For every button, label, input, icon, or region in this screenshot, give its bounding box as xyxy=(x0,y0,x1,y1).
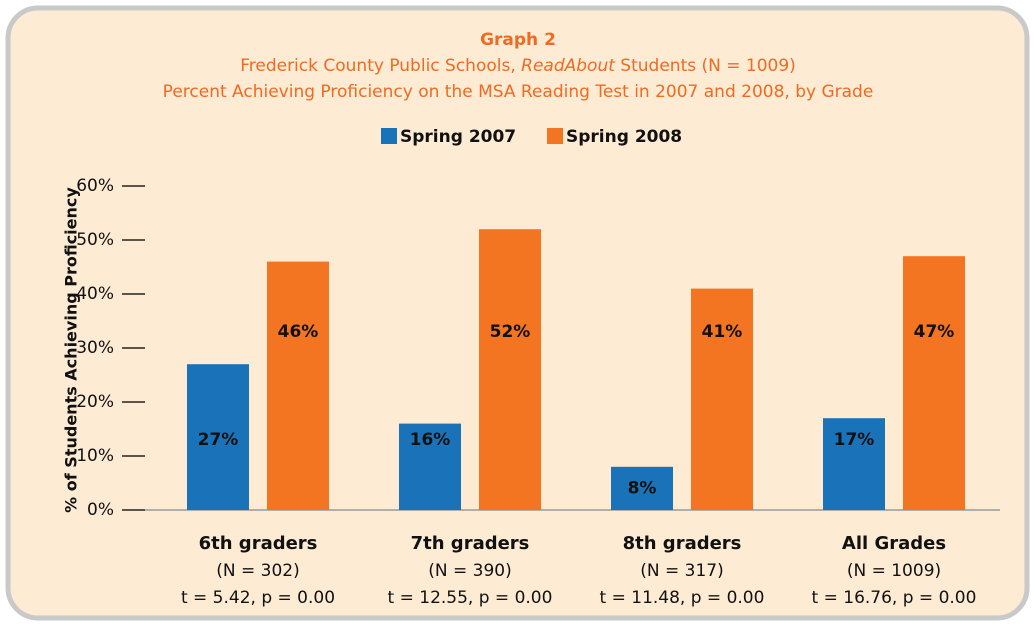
x-tick-note: (N = 302) xyxy=(216,561,299,581)
y-tick-label: 60% xyxy=(76,176,114,196)
chart-title: Graph 2 xyxy=(480,30,556,50)
bar xyxy=(399,423,461,510)
legend-label: Spring 2008 xyxy=(566,127,682,147)
chart-subtitle: Percent Achieving Proficiency on the MSA… xyxy=(163,82,874,102)
subtitle-part: ReadAbout xyxy=(521,56,616,76)
bar xyxy=(187,364,249,510)
x-tick-note: (N = 390) xyxy=(428,561,511,581)
legend-swatch xyxy=(547,128,563,144)
x-tick-note: t = 12.55, p = 0.00 xyxy=(388,588,553,608)
chart-subtitle: Frederick County Public Schools, ReadAbo… xyxy=(240,56,796,76)
data-label: 27% xyxy=(198,430,239,450)
bar xyxy=(691,288,753,510)
data-label: 17% xyxy=(834,430,875,450)
y-axis-title: % of Students Achieving Proficiency xyxy=(62,187,81,513)
y-tick-label: 30% xyxy=(76,338,114,358)
bar xyxy=(823,418,885,510)
data-label: 8% xyxy=(628,478,657,498)
bar xyxy=(611,466,673,510)
x-tick-note: t = 11.48, p = 0.00 xyxy=(600,588,765,608)
x-tick-note: (N = 1009) xyxy=(847,561,941,581)
x-tick-label: All Grades xyxy=(842,533,946,554)
data-label: 46% xyxy=(278,322,319,342)
legend-swatch xyxy=(381,128,397,144)
data-label: 41% xyxy=(702,322,743,342)
data-label: 47% xyxy=(914,322,955,342)
x-tick-label: 8th graders xyxy=(623,533,742,554)
bar xyxy=(267,261,329,510)
x-tick-note: (N = 317) xyxy=(640,561,723,581)
y-tick-label: 50% xyxy=(76,230,114,250)
data-label: 52% xyxy=(490,322,531,342)
data-label: 16% xyxy=(410,430,451,450)
y-tick-label: 0% xyxy=(87,500,114,520)
subtitle-part: Frederick County Public Schools, xyxy=(240,56,521,76)
y-tick-label: 40% xyxy=(76,284,114,304)
y-tick-label: 10% xyxy=(76,446,114,466)
x-tick-note: t = 16.76, p = 0.00 xyxy=(812,588,977,608)
x-tick-note: t = 5.42, p = 0.00 xyxy=(181,588,335,608)
bar xyxy=(903,256,965,510)
x-tick-label: 7th graders xyxy=(411,533,530,554)
x-tick-label: 6th graders xyxy=(199,533,318,554)
subtitle-part: Students (N = 1009) xyxy=(615,56,796,76)
y-tick-label: 20% xyxy=(76,392,114,412)
legend-label: Spring 2007 xyxy=(400,127,516,147)
bar xyxy=(479,229,541,510)
